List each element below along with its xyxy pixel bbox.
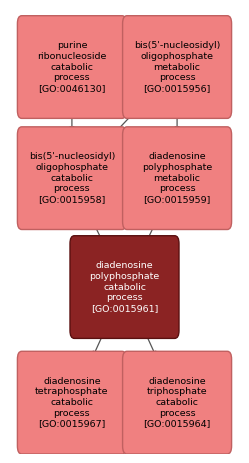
Text: purine
ribonucleoside
catabolic
process
[GO:0046130]: purine ribonucleoside catabolic process …	[37, 41, 107, 93]
Text: bis(5'-nucleosidyl)
oligophosphate
catabolic
process
[GO:0015958]: bis(5'-nucleosidyl) oligophosphate catab…	[29, 152, 115, 204]
FancyBboxPatch shape	[17, 16, 126, 119]
FancyBboxPatch shape	[17, 127, 126, 230]
Text: diadenosine
polyphosphate
catabolic
process
[GO:0015961]: diadenosine polyphosphate catabolic proc…	[89, 261, 160, 313]
FancyBboxPatch shape	[123, 16, 232, 119]
Text: diadenosine
triphosphate
catabolic
process
[GO:0015964]: diadenosine triphosphate catabolic proce…	[143, 376, 211, 429]
FancyBboxPatch shape	[123, 127, 232, 230]
FancyBboxPatch shape	[123, 351, 232, 454]
Text: diadenosine
tetraphosphate
catabolic
process
[GO:0015967]: diadenosine tetraphosphate catabolic pro…	[35, 376, 109, 429]
Text: diadenosine
polyphosphate
metabolic
process
[GO:0015959]: diadenosine polyphosphate metabolic proc…	[142, 152, 212, 204]
FancyBboxPatch shape	[17, 351, 126, 454]
Text: bis(5'-nucleosidyl)
oligophosphate
metabolic
process
[GO:0015956]: bis(5'-nucleosidyl) oligophosphate metab…	[134, 41, 220, 93]
FancyBboxPatch shape	[70, 236, 179, 338]
